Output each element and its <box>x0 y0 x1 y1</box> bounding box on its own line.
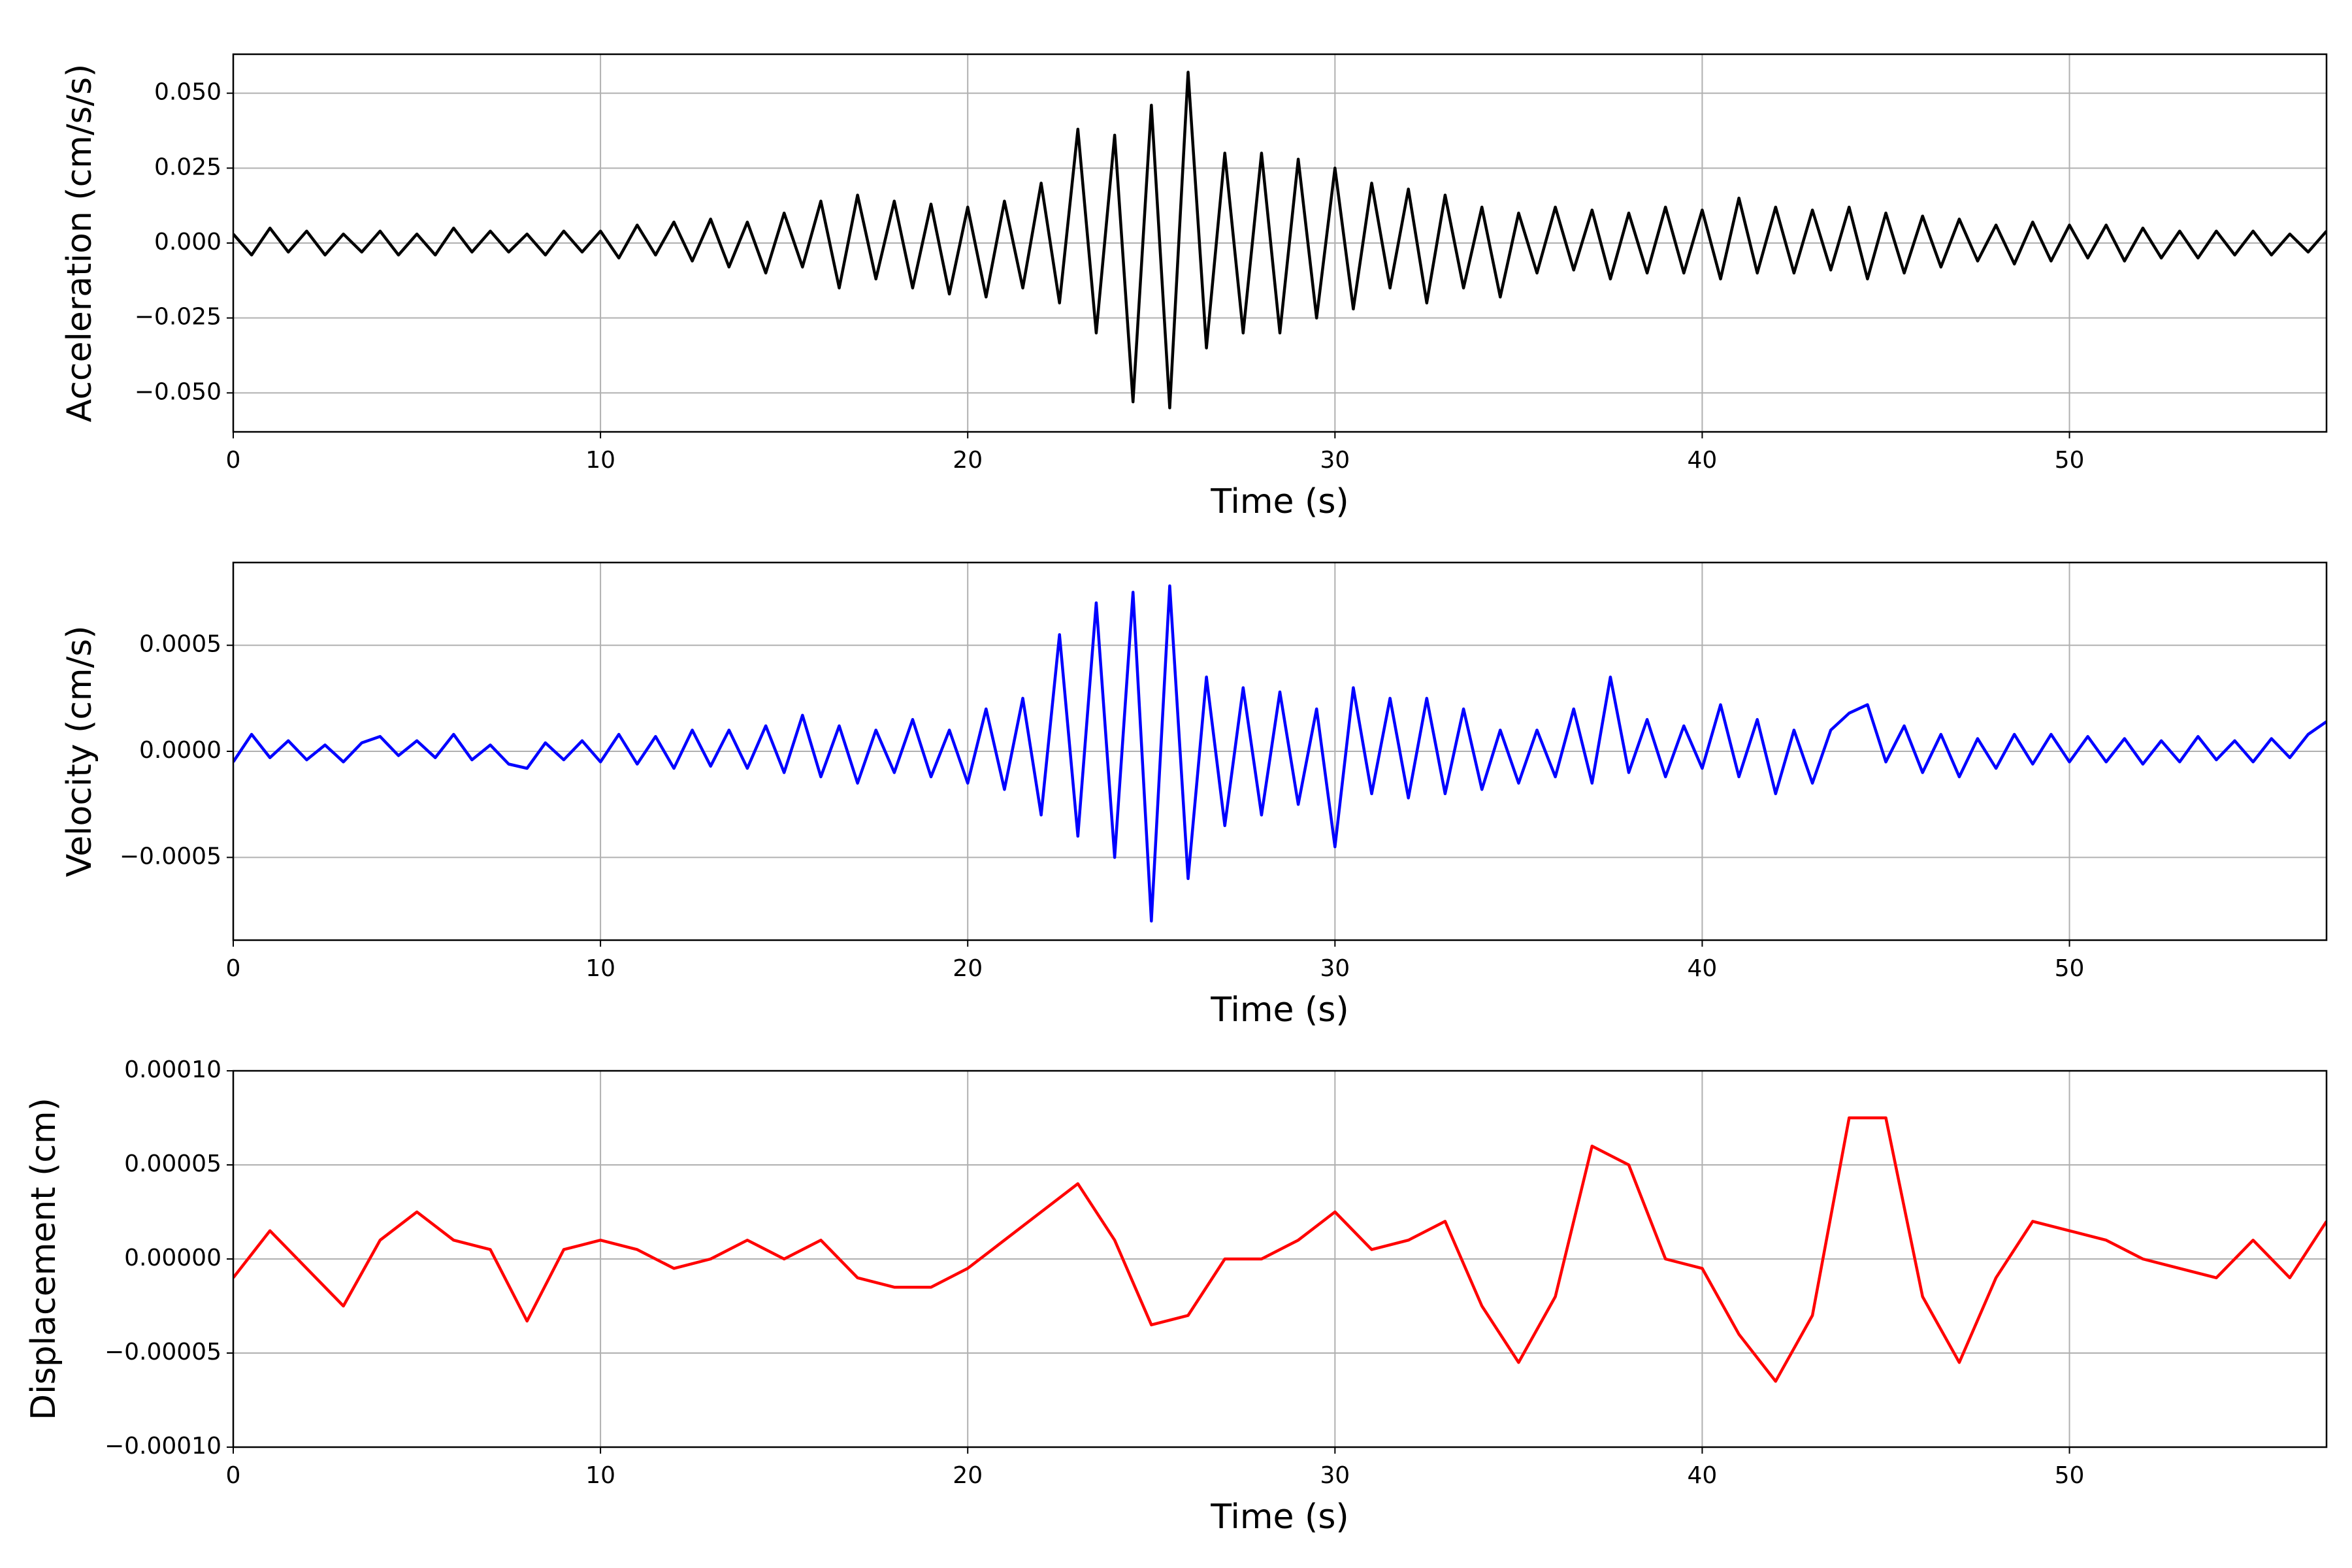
axes-frame <box>232 53 2328 433</box>
x-tick-label: 40 <box>1688 1462 1718 1489</box>
x-tick-label: 50 <box>2055 1462 2085 1489</box>
data-line <box>233 1116 2327 1383</box>
x-tick-label: 10 <box>585 447 615 474</box>
y-tick-label: −0.00005 <box>105 1339 221 1365</box>
x-tick-label: 30 <box>1320 1462 1350 1489</box>
y-tick-label: −0.0005 <box>120 843 221 870</box>
x-tick-label: 10 <box>585 955 615 982</box>
x-tick-label: 20 <box>953 447 983 474</box>
y-tick-label: 0.000 <box>154 229 221 255</box>
x-tick-label: 0 <box>226 447 241 474</box>
y-axis-label: Velocity (cm/s) <box>60 626 99 877</box>
x-tick-label: 40 <box>1688 955 1718 982</box>
y-tick-label: 0.00005 <box>124 1151 221 1177</box>
x-axis-label: Time (s) <box>1210 990 1348 1030</box>
x-tick-label: 0 <box>226 955 241 982</box>
x-axis-label: Time (s) <box>1210 482 1348 521</box>
y-axis-label: Displacement (cm) <box>24 1098 63 1420</box>
y-tick-label: −0.00010 <box>105 1433 221 1460</box>
x-tick-label: 20 <box>953 1462 983 1489</box>
x-tick-label: 30 <box>1320 955 1350 982</box>
y-tick-label: −0.050 <box>135 378 221 405</box>
y-tick-label: 0.025 <box>154 154 221 180</box>
y-tick-label: 0.050 <box>154 79 221 106</box>
x-tick-label: 40 <box>1688 447 1718 474</box>
x-tick-label: 50 <box>2055 955 2085 982</box>
y-axis-label: Acceleration (cm/s/s) <box>60 64 99 423</box>
axes-frame <box>232 1070 2328 1448</box>
data-line <box>233 584 2327 923</box>
x-tick-label: 0 <box>226 1462 241 1489</box>
x-tick-label: 20 <box>953 955 983 982</box>
x-tick-label: 50 <box>2055 447 2085 474</box>
y-tick-label: 0.0005 <box>139 631 221 658</box>
x-axis-label: Time (s) <box>1210 1497 1348 1537</box>
x-tick-label: 10 <box>585 1462 615 1489</box>
y-tick-label: 0.00010 <box>124 1056 221 1083</box>
y-tick-label: 0.0000 <box>139 737 221 764</box>
axes-frame <box>232 561 2328 941</box>
y-tick-label: −0.025 <box>135 304 221 331</box>
y-tick-label: 0.00000 <box>124 1245 221 1271</box>
data-line <box>233 71 2327 410</box>
x-tick-label: 30 <box>1320 447 1350 474</box>
